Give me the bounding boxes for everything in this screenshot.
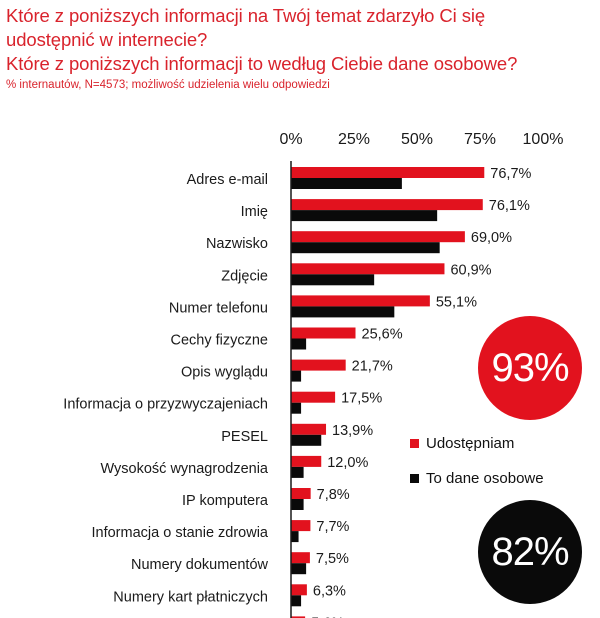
category-label: PESEL: [221, 429, 268, 445]
bar-personal: [291, 499, 304, 510]
data-label-shared: 55,1%: [436, 294, 477, 310]
title-line-2: udostępnić w internecie?: [6, 29, 208, 50]
bar-shared: [291, 584, 307, 596]
bar-personal: [291, 434, 322, 446]
data-label-shared: 13,9%: [332, 423, 373, 439]
bar-personal: [291, 210, 438, 222]
bar-shared: [291, 359, 346, 371]
category-label: Imię: [241, 204, 268, 220]
bar-personal: [291, 338, 307, 350]
bar-shared: [291, 231, 465, 243]
bar-shared: [291, 391, 336, 403]
badge-shared-percent: 93%: [478, 316, 582, 420]
bar-personal: [291, 178, 402, 189]
legend-label-personal: To dane osobowe: [426, 470, 544, 487]
bar-shared: [291, 552, 310, 564]
category-label: Adres e-mail: [187, 172, 268, 188]
category-label: Wysokość wynagrodzenia: [100, 461, 268, 477]
title-line-3: Które z poniższych informacji to według …: [6, 53, 518, 74]
bar-shared: [291, 263, 445, 275]
bar-personal: [291, 402, 302, 414]
data-label-shared: 76,1%: [489, 198, 530, 214]
data-label-shared: 17,5%: [341, 391, 382, 407]
bar-shared: [291, 520, 311, 532]
x-tick-label: 75%: [464, 131, 496, 148]
bar-shared: [291, 488, 311, 499]
bar-personal: [291, 274, 375, 286]
category-label: Numery kart płatniczych: [113, 589, 268, 605]
legend-swatch-red: [410, 439, 419, 448]
legend-label-shared: Udostępniam: [426, 435, 515, 452]
x-tick-label: 0%: [279, 131, 302, 148]
bar-personal: [291, 370, 302, 382]
data-label-shared: 69,0%: [471, 230, 512, 246]
data-label-shared: 12,0%: [327, 455, 368, 471]
bar-shared: [291, 199, 483, 211]
category-label: Cechy fizyczne: [170, 333, 268, 349]
data-label-shared: 7,5%: [316, 551, 349, 567]
bar-shared: [291, 455, 322, 467]
subtitle: % internautów, N=4573; możliwość udziele…: [6, 79, 330, 91]
chart-header: Które z poniższych informacji na Twój te…: [6, 4, 598, 93]
data-label-shared: 76,7%: [490, 166, 531, 182]
legend-swatch-black: [410, 474, 419, 483]
legend-item-shared: Udostępniam: [410, 435, 514, 452]
data-label-shared: 7,7%: [316, 519, 349, 535]
category-label: Numer telefonu: [169, 300, 268, 316]
legend-item-personal: To dane osobowe: [410, 470, 544, 487]
category-label: Zdjęcie: [221, 268, 268, 284]
category-label: IP komputera: [182, 493, 269, 509]
bar-personal: [291, 242, 440, 254]
data-label-shared: 5,6%: [311, 615, 344, 618]
bar-shared: [291, 295, 430, 307]
bar-personal: [291, 306, 395, 318]
bar-personal: [291, 531, 299, 543]
x-tick-label: 25%: [338, 131, 370, 148]
data-label-shared: 60,9%: [450, 262, 491, 278]
data-label-shared: 25,6%: [362, 327, 403, 343]
category-label: Nazwisko: [206, 236, 268, 252]
bar-shared: [291, 423, 327, 435]
category-label: Informacja o przyzwyczajeniach: [63, 397, 268, 413]
data-label-shared: 7,8%: [317, 487, 350, 503]
data-label-shared: 21,7%: [352, 359, 393, 375]
category-label: Opis wyglądu: [181, 365, 268, 381]
bar-personal: [291, 563, 307, 575]
bar-shared: [291, 167, 485, 178]
badge-personal-percent: 82%: [478, 500, 582, 604]
title-line-1: Które z poniższych informacji na Twój te…: [6, 5, 486, 26]
x-tick-label: 100%: [523, 131, 564, 148]
category-label: Informacja o stanie zdrowia: [92, 525, 269, 541]
category-label: Numery dokumentów: [131, 557, 269, 573]
bar-shared: [291, 616, 306, 618]
x-tick-label: 50%: [401, 131, 433, 148]
data-label-shared: 6,3%: [313, 583, 346, 599]
bar-personal: [291, 466, 304, 478]
bar-personal: [291, 595, 302, 607]
bar-shared: [291, 327, 356, 339]
